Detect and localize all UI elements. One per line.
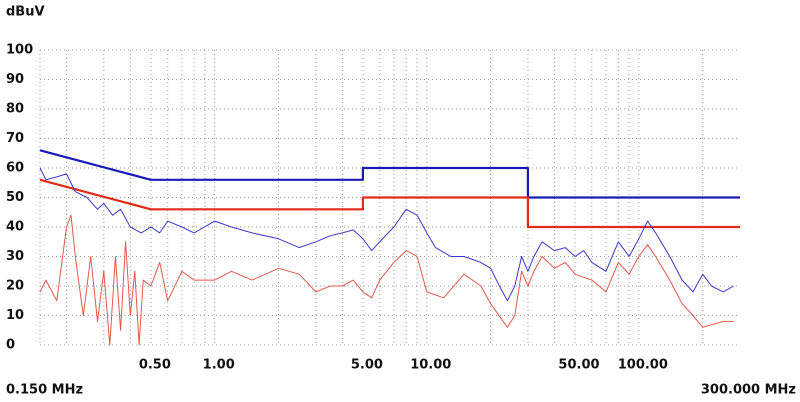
x-end-label: 300.000 MHz [701,383,796,398]
y-tick-label: 20 [6,279,24,294]
y-tick-label: 0 [6,338,15,353]
y-tick-label: 30 [6,249,24,264]
y-tick-label: 70 [6,131,24,146]
x-start-label: 0.150 MHz [6,383,83,398]
series-line [39,149,740,199]
y-tick-label: 50 [6,190,24,205]
series-line [39,178,740,229]
x-tick-label: 5.00 [351,358,383,373]
y-tick-label: 60 [6,161,24,176]
series-line [39,214,734,346]
y-tick-label: 40 [6,220,24,235]
series-line [39,167,734,302]
y-axis-label: dBuV [6,5,45,20]
y-tick-label: 10 [6,308,24,323]
x-tick-label: 50.00 [558,358,599,373]
y-tick-label: 100 [6,43,33,58]
y-tick-label: 80 [6,102,24,117]
x-tick-label: 1.00 [203,358,235,373]
x-tick-label: 10.00 [410,358,451,373]
x-tick-label: 100.00 [618,358,668,373]
x-tick-label: 0.50 [139,358,171,373]
y-tick-label: 90 [6,72,24,87]
